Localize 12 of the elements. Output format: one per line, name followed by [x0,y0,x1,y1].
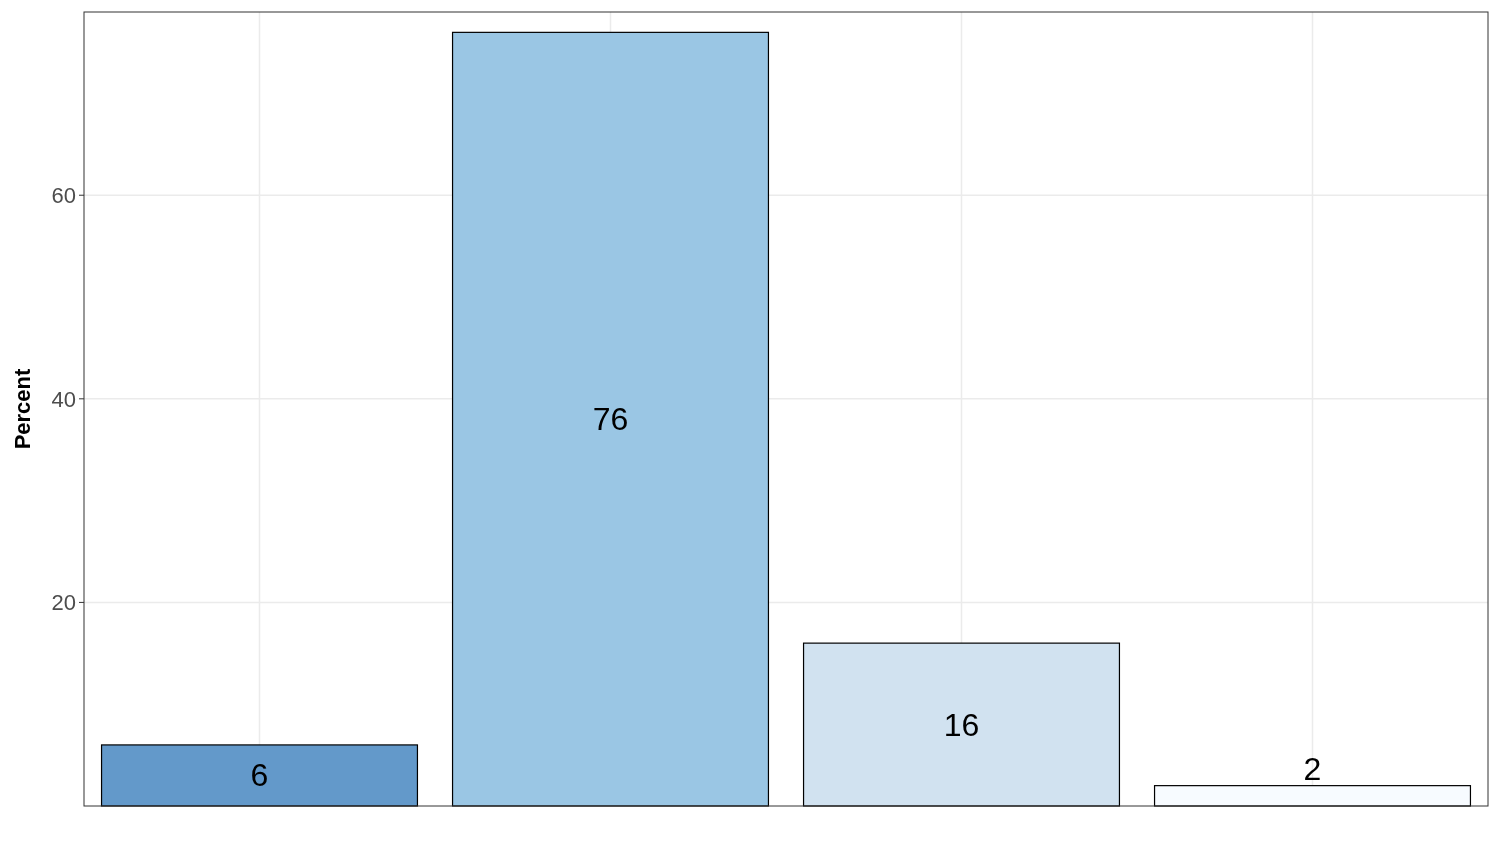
data-label: 6 [250,757,269,794]
data-label: 16 [943,706,980,743]
y-tick-label: 40 [51,386,76,412]
bar [100,744,419,807]
data-label: 76 [592,401,629,438]
y-tick-label: 20 [51,590,76,616]
y-tick-label: 60 [51,183,76,209]
y-axis-title: Percent [10,367,35,450]
bar [1153,785,1472,807]
bar [802,642,1121,807]
bar [451,31,770,807]
data-label: 2 [1303,750,1322,787]
